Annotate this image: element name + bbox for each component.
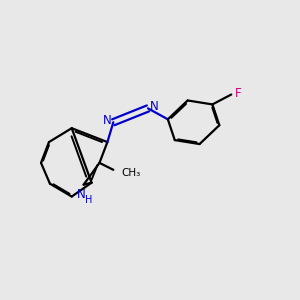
- Text: F: F: [235, 87, 242, 100]
- Text: N: N: [150, 100, 158, 113]
- Text: N: N: [103, 114, 112, 127]
- Text: CH₃: CH₃: [121, 168, 140, 178]
- Text: H: H: [85, 194, 92, 205]
- Text: N: N: [77, 188, 86, 201]
